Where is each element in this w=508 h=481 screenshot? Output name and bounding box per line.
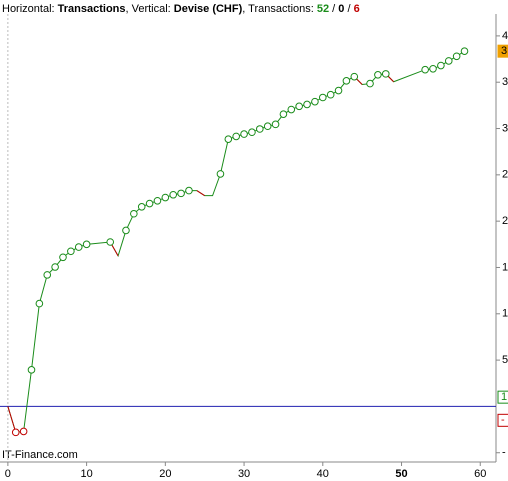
x-tick-label: 50 — [395, 468, 407, 480]
footer: IT-Finance.com — [2, 449, 78, 461]
value-badge-label: 3 — [501, 45, 507, 57]
point — [256, 125, 264, 133]
value-badge-label: - — [501, 414, 505, 426]
header-part: Devise (CHF) — [174, 3, 243, 15]
point — [232, 132, 240, 141]
header-part: , Vertical: — [126, 3, 174, 15]
point — [51, 263, 59, 271]
header-part: / — [344, 3, 353, 15]
point — [177, 189, 185, 198]
point — [350, 72, 359, 81]
point — [59, 253, 67, 262]
point — [169, 190, 178, 199]
point — [421, 65, 429, 74]
point — [27, 366, 36, 374]
y-tick-label: 2 — [502, 169, 508, 181]
point — [287, 105, 296, 114]
point — [145, 199, 154, 208]
point — [460, 47, 469, 55]
header-part: / — [329, 3, 338, 15]
point — [153, 196, 162, 205]
point — [106, 238, 115, 246]
point — [216, 170, 225, 178]
point — [82, 240, 91, 249]
y-tick-label: 1 — [502, 261, 508, 273]
point — [67, 247, 75, 256]
point — [137, 203, 146, 211]
x-tick-label: 0 — [5, 468, 11, 480]
header-part: Horizontal: — [2, 3, 58, 15]
point — [326, 90, 335, 99]
value-badge-label: 1 — [501, 391, 507, 403]
value-badge — [497, 44, 508, 58]
point — [444, 57, 453, 65]
header-part: 6 — [354, 3, 360, 15]
x-tick-label: 60 — [474, 468, 486, 480]
loss-segment — [7, 406, 17, 433]
point — [263, 122, 272, 131]
y-tick-label: 2 — [502, 215, 508, 227]
header-part: , Transactions: — [242, 3, 317, 15]
point — [130, 209, 138, 218]
y-tick-label: 5 — [502, 354, 508, 366]
point — [161, 193, 170, 202]
y-tick-label: - — [502, 447, 506, 459]
point — [381, 70, 390, 78]
x-tick-label: 30 — [238, 468, 250, 480]
y-tick-label: 1 — [502, 308, 508, 320]
point — [437, 61, 445, 70]
point — [248, 128, 256, 137]
point — [74, 243, 83, 251]
point — [185, 186, 193, 195]
header-part: 0 — [338, 3, 344, 15]
x-tick-label: 20 — [159, 468, 171, 480]
point — [318, 93, 327, 102]
point — [240, 130, 248, 138]
y-tick-label: 4 — [502, 30, 508, 42]
value-badge — [497, 390, 508, 404]
point — [271, 120, 280, 129]
value-badge — [497, 413, 508, 427]
header-part: 52 — [317, 3, 329, 15]
point — [374, 71, 382, 79]
point — [279, 110, 288, 118]
point — [35, 299, 44, 308]
point — [334, 86, 343, 95]
point — [295, 102, 303, 111]
point — [342, 77, 351, 85]
header-part: Transactions — [58, 3, 126, 15]
y-tick-label: 3 — [502, 122, 508, 134]
x-tick-label: 40 — [317, 468, 329, 480]
point — [11, 428, 20, 437]
point — [452, 52, 461, 61]
point — [366, 79, 374, 88]
point — [303, 100, 311, 109]
x-tick-label: 10 — [80, 468, 92, 480]
loss-segment — [196, 190, 205, 197]
point — [19, 427, 28, 436]
y-tick-label: 3 — [502, 76, 508, 88]
point — [43, 271, 52, 279]
point — [429, 64, 437, 73]
header: Horizontal: Transactions, Vertical: Devi… — [2, 3, 360, 15]
point — [224, 135, 233, 143]
point — [311, 97, 319, 106]
point — [122, 226, 130, 235]
